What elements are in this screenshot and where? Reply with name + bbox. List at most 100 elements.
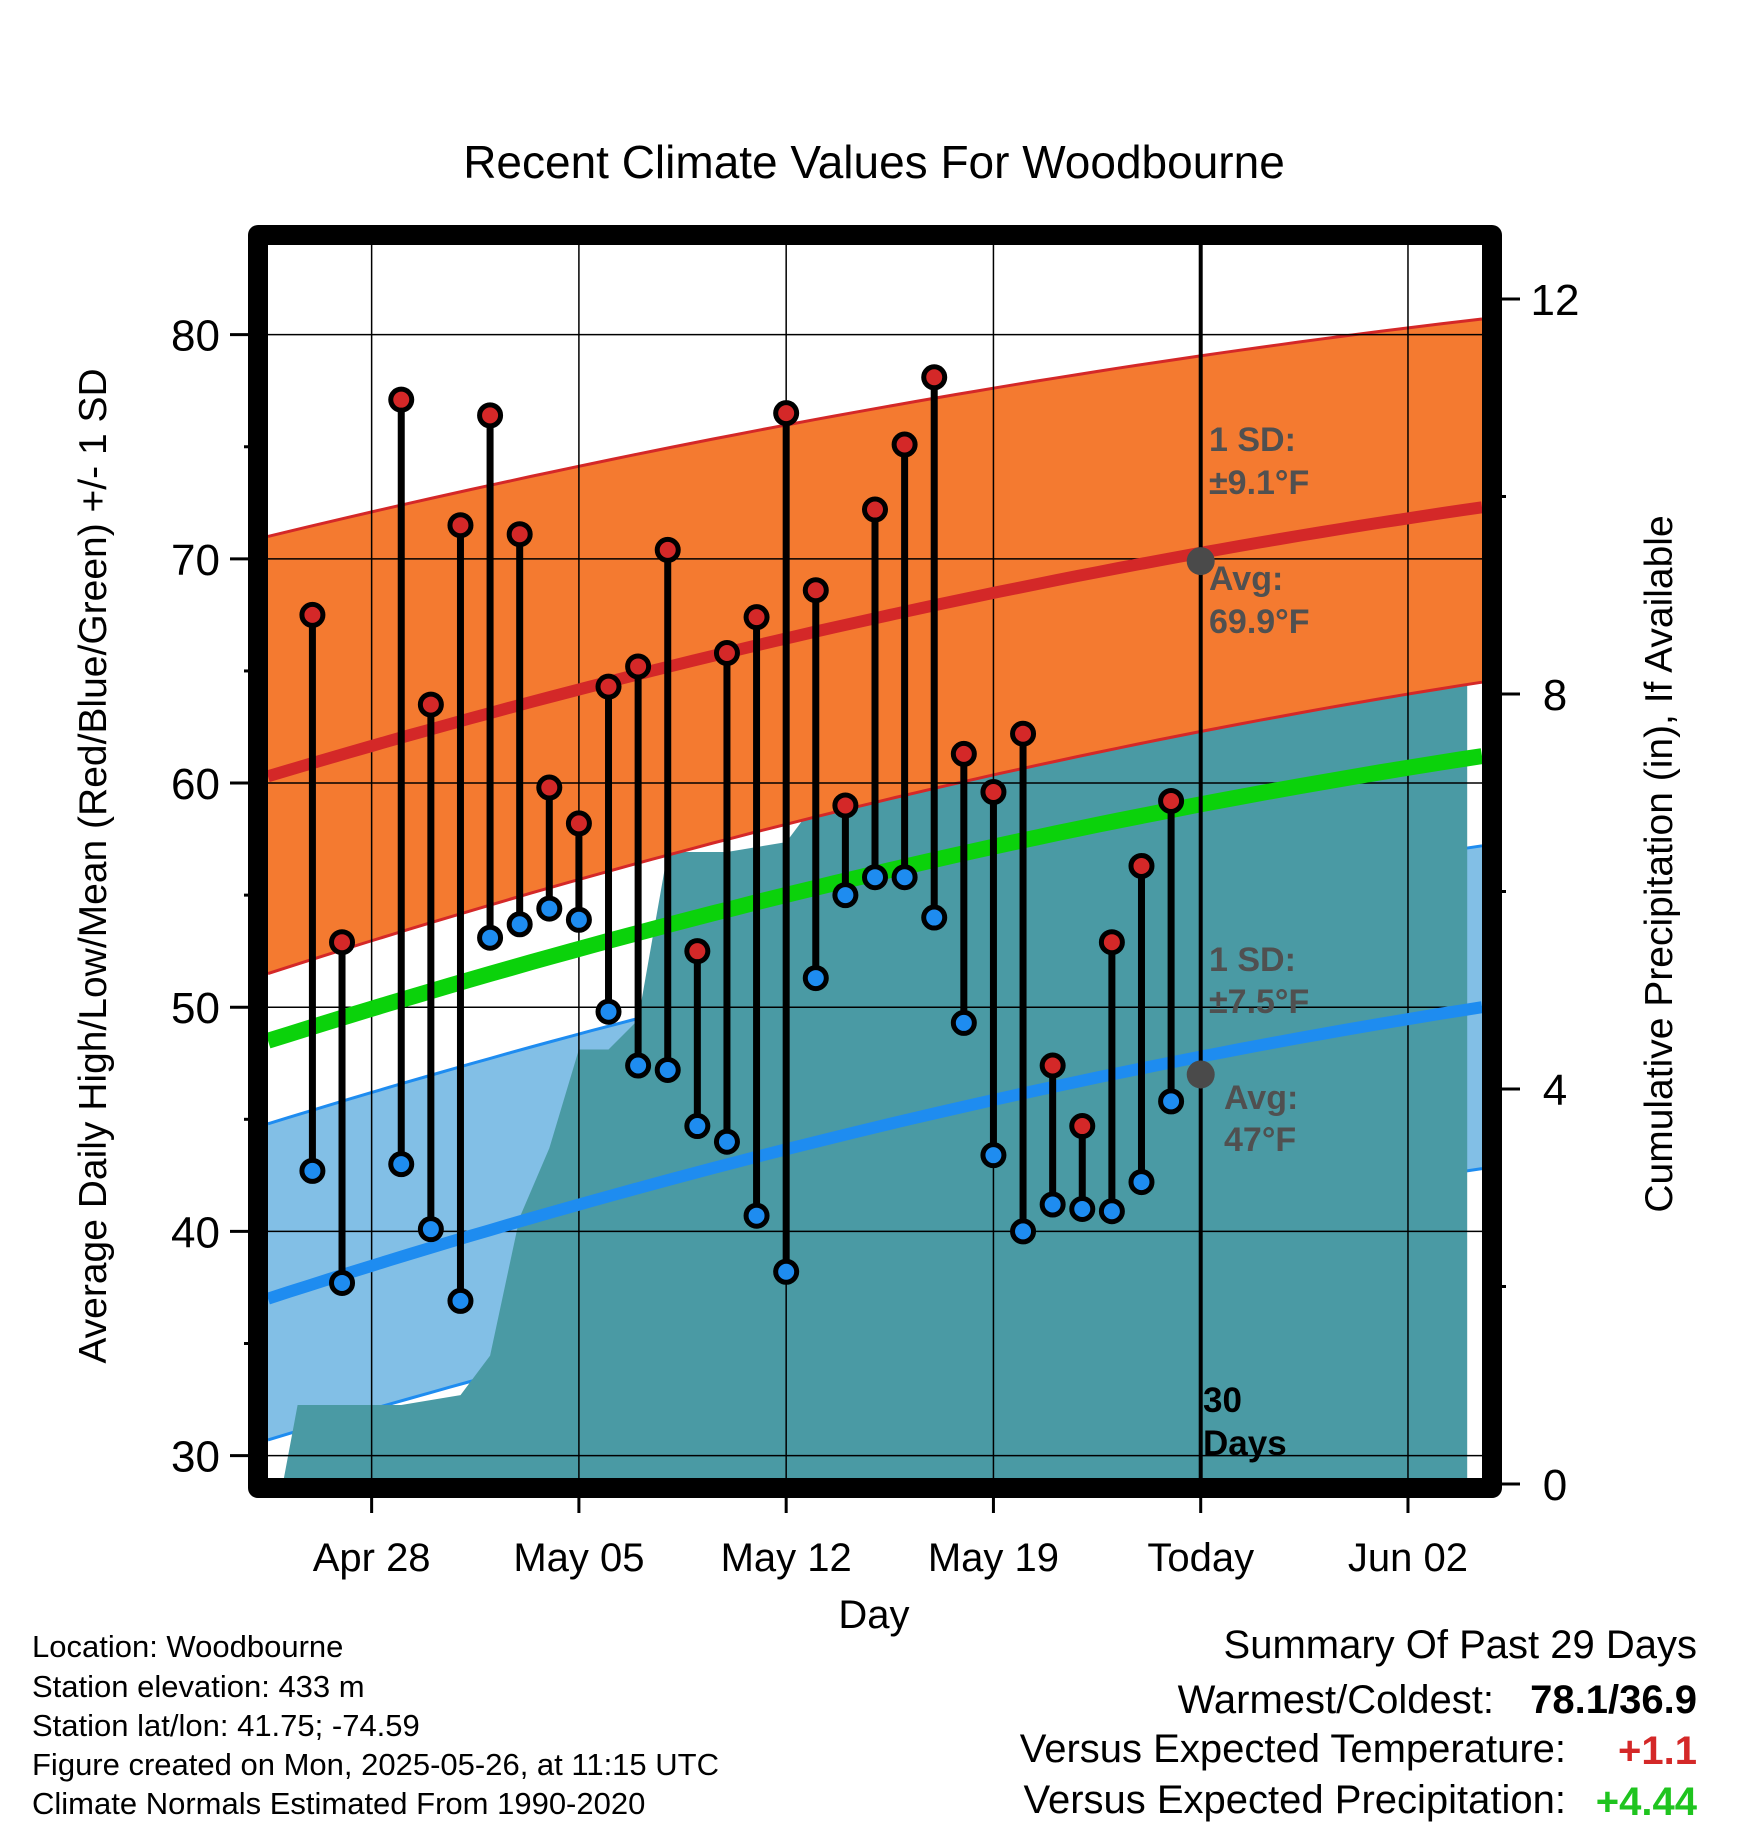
low-point bbox=[832, 882, 859, 909]
summary-title: Summary Of Past 29 Days bbox=[1224, 1623, 1697, 1667]
low-point bbox=[802, 965, 829, 992]
y-left-tick-label: 40 bbox=[171, 1208, 220, 1257]
high-point bbox=[684, 938, 711, 965]
low-point bbox=[1098, 1198, 1125, 1225]
chart-title: Recent Climate Values For Woodbourne bbox=[463, 136, 1285, 188]
low-point bbox=[980, 1142, 1007, 1169]
summary-warm-cold-label: Warmest/Coldest: bbox=[1178, 1678, 1494, 1722]
figure-created: Figure created on Mon, 2025-05-26, at 11… bbox=[32, 1747, 719, 1782]
days-word-label: Days bbox=[1203, 1424, 1287, 1463]
low-avg-value: 47°F bbox=[1224, 1121, 1296, 1159]
high-point bbox=[595, 673, 622, 700]
low-point bbox=[1158, 1088, 1185, 1115]
high-point bbox=[565, 810, 592, 837]
low-point bbox=[862, 864, 888, 891]
high-point bbox=[921, 364, 948, 391]
today-low-avg-marker bbox=[1186, 1060, 1215, 1089]
x-tick-label: May 05 bbox=[513, 1536, 644, 1580]
low-point bbox=[1010, 1218, 1037, 1245]
high-point bbox=[713, 640, 740, 667]
high-point bbox=[891, 431, 918, 458]
summary-precip-label: Versus Expected Precipitation: bbox=[1023, 1778, 1566, 1822]
high-point bbox=[299, 601, 326, 628]
high-point bbox=[506, 521, 533, 548]
x-tick-label: Jun 02 bbox=[1348, 1536, 1468, 1580]
high-point bbox=[447, 512, 474, 539]
high-point bbox=[1098, 929, 1125, 956]
plot-frame bbox=[248, 225, 1502, 1498]
days-count-label: 30 bbox=[1203, 1381, 1242, 1420]
high-point bbox=[477, 402, 504, 429]
chart-axes: 30 40 50 60 70 80 0 4 8 12 Apr 28 May 05 May 12 May 1… bbox=[171, 225, 1580, 1580]
low-point bbox=[477, 924, 504, 951]
y-left-tick-label: 80 bbox=[171, 312, 220, 361]
low-point bbox=[329, 1269, 356, 1296]
x-axis-label: Day bbox=[838, 1593, 909, 1637]
low-point bbox=[388, 1151, 415, 1178]
high-avg-label: Avg: bbox=[1209, 560, 1283, 598]
high-point bbox=[1069, 1113, 1096, 1140]
high-point bbox=[950, 740, 977, 767]
low-point bbox=[654, 1056, 681, 1083]
high-avg-value: 69.9°F bbox=[1209, 603, 1310, 641]
x-tick-label: Apr 28 bbox=[313, 1536, 431, 1580]
y-right-tick-label: 8 bbox=[1543, 671, 1567, 720]
high-point bbox=[329, 929, 356, 956]
y-left-tick-label: 70 bbox=[171, 536, 220, 585]
low-point bbox=[713, 1128, 740, 1155]
low-point bbox=[950, 1009, 977, 1036]
x-tick-label: May 19 bbox=[928, 1536, 1059, 1580]
high-point bbox=[802, 577, 829, 604]
summary-precip-value: +4.44 bbox=[1596, 1780, 1698, 1824]
low-point bbox=[417, 1216, 444, 1243]
low-point bbox=[891, 864, 918, 891]
y-right-tick-label: 4 bbox=[1543, 1066, 1567, 1115]
low-point bbox=[1039, 1191, 1066, 1218]
chart-marks: 1 SD: ±9.1°F Avg: 69.9°F 1 SD: ±7.5°F Avg: 47°F… bbox=[299, 364, 1310, 1463]
low-point bbox=[447, 1287, 474, 1314]
low-point bbox=[299, 1157, 326, 1184]
station-elevation: Station elevation: 433 m bbox=[32, 1669, 365, 1704]
y-axis-label-right: Cumulative Precipitation (in), If Availa… bbox=[1638, 515, 1681, 1212]
x-tick-label: May 12 bbox=[721, 1536, 852, 1580]
summary-temp-value: +1.1 bbox=[1618, 1729, 1697, 1773]
station-location: Location: Woodbourne bbox=[32, 1629, 343, 1664]
low-point bbox=[921, 904, 948, 931]
low-point bbox=[773, 1258, 800, 1285]
y-left-tick-label: 60 bbox=[171, 760, 220, 809]
high-point bbox=[1039, 1052, 1066, 1079]
high-point bbox=[862, 496, 888, 523]
low-point bbox=[625, 1052, 652, 1079]
summary-panel: Summary Of Past 29 Days Warmest/Coldest:… bbox=[1020, 1623, 1698, 1824]
low-point bbox=[506, 911, 533, 938]
low-point bbox=[1069, 1195, 1096, 1222]
low-avg-label: Avg: bbox=[1224, 1079, 1298, 1117]
high-point bbox=[417, 691, 444, 718]
high-point bbox=[832, 792, 859, 819]
summary-temp-label: Versus Expected Temperature: bbox=[1020, 1727, 1566, 1771]
low-sd-value: ±7.5°F bbox=[1209, 983, 1309, 1021]
high-point bbox=[743, 604, 770, 631]
high-point bbox=[1010, 720, 1037, 747]
summary-warm-cold-value: 78.1/36.9 bbox=[1530, 1678, 1697, 1722]
high-sd-value: ±9.1°F bbox=[1209, 464, 1309, 502]
today-high-avg-marker bbox=[1186, 547, 1215, 576]
high-point bbox=[773, 400, 800, 427]
low-sd-label: 1 SD: bbox=[1209, 941, 1296, 979]
y-right-tick-label: 12 bbox=[1531, 276, 1580, 325]
station-latlon: Station lat/lon: 41.75; -74.59 bbox=[32, 1708, 420, 1743]
x-tick-label: Today bbox=[1147, 1536, 1254, 1580]
high-sd-upper-edge bbox=[267, 317, 1483, 538]
climate-normals-note: Climate Normals Estimated From 1990-2020 bbox=[32, 1786, 645, 1821]
high-point bbox=[388, 386, 415, 413]
low-point bbox=[595, 998, 622, 1025]
high-point bbox=[1158, 787, 1185, 814]
station-info: Location: Woodbourne Station elevation: … bbox=[32, 1629, 719, 1821]
high-sd-label: 1 SD: bbox=[1209, 421, 1296, 459]
high-point bbox=[1128, 852, 1155, 879]
low-point bbox=[684, 1113, 711, 1140]
high-point bbox=[980, 779, 1007, 806]
low-point bbox=[743, 1202, 770, 1229]
